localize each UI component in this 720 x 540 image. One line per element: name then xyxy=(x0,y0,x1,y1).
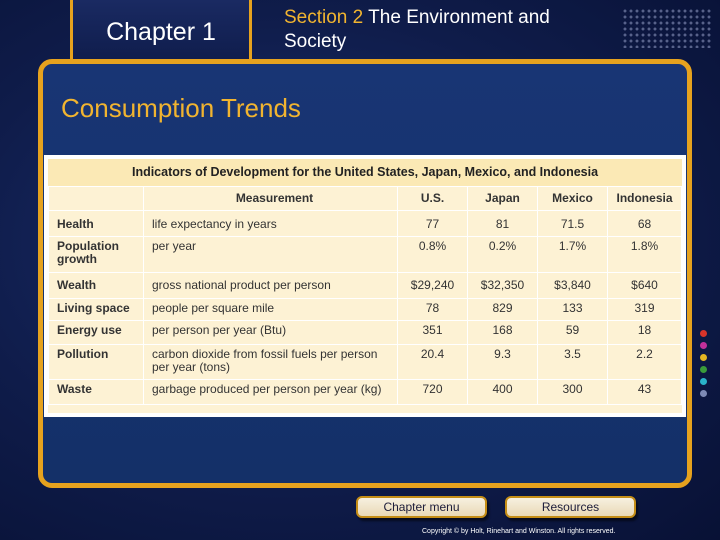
column-header-us: U.S. xyxy=(397,186,468,211)
value-cell: $3,840 xyxy=(537,272,608,299)
value-cell: $29,240 xyxy=(397,272,468,299)
table-row: Living space people per square mile 78 8… xyxy=(48,298,682,321)
value-cell: 400 xyxy=(467,379,538,405)
column-header-indicator xyxy=(48,186,144,211)
value-cell: 1.8% xyxy=(607,236,682,273)
table-row: Wealth gross national product per person… xyxy=(48,272,682,299)
section-name: The Environment and Society xyxy=(284,7,550,52)
column-header-measurement: Measurement xyxy=(143,186,398,211)
value-cell: 0.8% xyxy=(397,236,468,273)
dot-icon xyxy=(700,366,707,373)
value-cell: 351 xyxy=(397,320,468,345)
table-row: Energy use per person per year (Btu) 351… xyxy=(48,320,682,345)
copyright-text: Copyright © by Holt, Rinehart and Winsto… xyxy=(422,528,616,535)
value-cell: 43 xyxy=(607,379,682,405)
value-cell: 0.2% xyxy=(467,236,538,273)
value-cell: $640 xyxy=(607,272,682,299)
indicator-cell: Waste xyxy=(48,379,144,405)
value-cell: 168 xyxy=(467,320,538,345)
value-cell: 81 xyxy=(467,210,538,237)
indicator-cell: Wealth xyxy=(48,272,144,299)
table-row: Health life expectancy in years 77 81 71… xyxy=(48,210,682,237)
dot-icon xyxy=(700,342,707,349)
table-caption: Indicators of Development for the United… xyxy=(48,159,682,186)
table-row: Pollution carbon dioxide from fossil fue… xyxy=(48,344,682,380)
indicator-cell: Population growth xyxy=(48,236,144,273)
value-cell: 20.4 xyxy=(397,344,468,380)
value-cell: 1.7% xyxy=(537,236,608,273)
value-cell: 2.2 xyxy=(607,344,682,380)
value-cell: 18 xyxy=(607,320,682,345)
dot-icon xyxy=(700,390,707,397)
indicator-cell: Living space xyxy=(48,298,144,321)
value-cell: 68 xyxy=(607,210,682,237)
dot-icon xyxy=(700,354,707,361)
resources-button[interactable]: Resources xyxy=(505,496,636,518)
value-cell: 319 xyxy=(607,298,682,321)
measurement-cell: carbon dioxide from fossil fuels per per… xyxy=(143,344,398,380)
value-cell: 300 xyxy=(537,379,608,405)
dot-icon xyxy=(700,330,707,337)
value-cell: 78 xyxy=(397,298,468,321)
section-label: Section 2 xyxy=(284,7,364,28)
column-header-japan: Japan xyxy=(467,186,538,211)
value-cell: $32,350 xyxy=(467,272,538,299)
dot-icon xyxy=(700,378,707,385)
value-cell: 77 xyxy=(397,210,468,237)
value-cell: 720 xyxy=(397,379,468,405)
indicator-cell: Health xyxy=(48,210,144,237)
value-cell: 3.5 xyxy=(537,344,608,380)
column-header-indonesia: Indonesia xyxy=(607,186,682,211)
column-header-mexico: Mexico xyxy=(537,186,608,211)
decorative-dot-pattern xyxy=(622,8,712,48)
table-row: Population growth per year 0.8% 0.2% 1.7… xyxy=(48,236,682,273)
value-cell: 59 xyxy=(537,320,608,345)
chapter-menu-button[interactable]: Chapter menu xyxy=(356,496,487,518)
section-title: Section 2 The Environment and Society xyxy=(284,6,614,54)
measurement-cell: people per square mile xyxy=(143,298,398,321)
measurement-cell: per year xyxy=(143,236,398,273)
page-title: Consumption Trends xyxy=(61,93,301,123)
value-cell: 71.5 xyxy=(537,210,608,237)
value-cell: 9.3 xyxy=(467,344,538,380)
table-row: Waste garbage produced per person per ye… xyxy=(48,379,682,405)
indicators-table: Indicators of Development for the United… xyxy=(44,155,686,417)
measurement-cell: gross national product per person xyxy=(143,272,398,299)
chapter-label: Chapter 1 xyxy=(106,18,216,46)
indicator-cell: Pollution xyxy=(48,344,144,380)
indicator-cell: Energy use xyxy=(48,320,144,345)
measurement-cell: garbage produced per person per year (kg… xyxy=(143,379,398,405)
measurement-cell: per person per year (Btu) xyxy=(143,320,398,345)
value-cell: 829 xyxy=(467,298,538,321)
measurement-cell: life expectancy in years xyxy=(143,210,398,237)
value-cell: 133 xyxy=(537,298,608,321)
decorative-side-dots xyxy=(700,330,712,402)
